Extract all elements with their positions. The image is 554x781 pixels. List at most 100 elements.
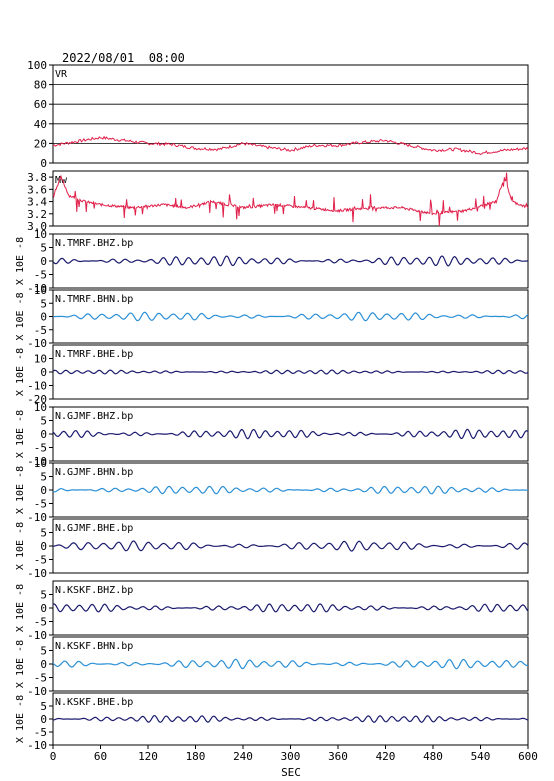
y-tick-label: 0	[40, 311, 47, 324]
y-tick-label: 3.4	[27, 196, 47, 209]
y-tick-label: -10	[27, 629, 47, 642]
y-tick-label: 3.2	[27, 208, 47, 221]
trace-n-gjmf-bhn-bp	[52, 485, 529, 495]
y-axis-label: X 10E -8	[15, 348, 26, 396]
y-tick-label: -10	[27, 511, 47, 524]
panel-title: Mw	[55, 175, 68, 186]
x-axis-label: SEC	[281, 766, 301, 779]
x-tick-label: 420	[376, 750, 396, 763]
trace-mw	[52, 172, 529, 227]
y-tick-label: -5	[34, 324, 47, 337]
y-tick-label: -5	[34, 498, 47, 511]
y-tick-label: 5	[40, 645, 47, 658]
panel-title: N.TMRF.BHN.bp	[55, 294, 133, 305]
y-tick-label: 0	[40, 484, 47, 497]
y-tick-label: 3.0	[27, 220, 47, 233]
y-tick-label: 10	[34, 353, 47, 366]
x-tick-label: 300	[281, 750, 301, 763]
y-tick-label: -5	[34, 442, 47, 455]
panel-title: N.KSKF.BHZ.bp	[55, 585, 133, 596]
y-tick-label: -10	[27, 455, 47, 468]
y-tick-label: 20	[34, 137, 47, 150]
y-tick-label: 5	[40, 471, 47, 484]
trace-n-tmrf-bhe-bp	[52, 369, 529, 375]
y-tick-label: 3.8	[27, 171, 47, 184]
y-tick-label: 0	[40, 428, 47, 441]
x-axis: 0 60 120 180 240 300 360 420 480 540 600	[50, 745, 538, 763]
panel-vr: 0 20 40 60 80 100 VR	[27, 59, 529, 170]
trace-n-tmrf-bhn-bp	[52, 311, 529, 322]
y-axis-label: X 10E -8	[15, 522, 26, 570]
panel-title: N.GJMF.BHZ.bp	[55, 411, 133, 422]
trace-n-kskf-bhz-bp	[52, 603, 529, 613]
y-tick-label: -10	[27, 380, 47, 393]
y-axis-label: X 10E -8	[15, 695, 26, 743]
y-axis-label: X 10E -8	[15, 640, 26, 688]
y-tick-label: 10	[34, 401, 47, 414]
y-tick-label: 10	[34, 457, 47, 470]
y-tick-label: 0	[40, 255, 47, 268]
x-tick-label: 120	[138, 750, 158, 763]
y-tick-label: -5	[34, 672, 47, 685]
y-tick-label: 5	[40, 700, 47, 713]
y-tick-label: -20	[27, 393, 47, 406]
trace-n-kskf-bhn-bp	[52, 658, 529, 670]
y-tick-label: 60	[34, 98, 47, 111]
y-tick-label: -5	[34, 554, 47, 567]
panel-n-kskf-bhz-bp: -10-505 X 10E -8 N.KSKF.BHZ.bp	[15, 580, 529, 642]
panel-title: VR	[55, 69, 68, 80]
panel-title: N.GJMF.BHN.bp	[55, 467, 133, 478]
y-tick-label: 5	[40, 297, 47, 310]
trace-n-gjmf-bhe-bp	[52, 540, 529, 552]
y-tick-label: 5	[40, 415, 47, 428]
y-tick-label: -10	[27, 282, 47, 295]
y-tick-label: 0	[40, 540, 47, 553]
panel-title: N.KSKF.BHN.bp	[55, 641, 133, 652]
panel-mw: 3.03.23.43.63.8 Mw	[27, 170, 529, 233]
y-tick-label: 0	[40, 602, 47, 615]
y-tick-label: 5	[40, 589, 47, 602]
y-axis-label: X 10E -8	[15, 410, 26, 458]
y-tick-label: 10	[34, 228, 47, 241]
y-axis-label: X 10E -8	[15, 466, 26, 514]
x-tick-label: 600	[518, 750, 538, 763]
y-tick-label: 0	[40, 713, 47, 726]
x-tick-label: 0	[50, 750, 57, 763]
y-tick-label: 3.6	[27, 183, 47, 196]
trace-n-tmrf-bhz-bp	[52, 255, 528, 267]
y-tick-label: -5	[34, 269, 47, 282]
y-tick-label: 0	[40, 366, 47, 379]
y-tick-label: 0	[40, 157, 47, 170]
trace-n-kskf-bhe-bp	[52, 714, 529, 723]
y-tick-label: 10	[34, 284, 47, 297]
y-tick-label: -10	[27, 739, 47, 752]
x-tick-label: 540	[471, 750, 491, 763]
y-tick-label: -5	[34, 616, 47, 629]
y-tick-label: -5	[34, 726, 47, 739]
panel-n-kskf-bhn-bp: -10-505 X 10E -8 N.KSKF.BHN.bp	[15, 636, 529, 698]
x-tick-label: 480	[423, 750, 443, 763]
x-tick-label: 180	[186, 750, 206, 763]
x-tick-label: 60	[94, 750, 107, 763]
y-axis-label: X 10E -8	[15, 292, 26, 340]
y-tick-label: -10	[27, 567, 47, 580]
trace-vr	[52, 135, 529, 156]
x-tick-label: 240	[233, 750, 253, 763]
y-tick-label: 40	[34, 118, 47, 131]
panel-frame	[52, 170, 529, 227]
panel-title: N.KSKF.BHE.bp	[55, 697, 133, 708]
panel-n-gjmf-bhe-bp: -10-505 X 10E -8 N.GJMF.BHE.bp	[15, 518, 529, 580]
y-tick-label: 100	[27, 59, 47, 72]
panel-title: N.GJMF.BHE.bp	[55, 523, 133, 534]
figure-timestamp: 2022/08/01 08:00	[62, 51, 185, 65]
y-tick-label: 5	[40, 242, 47, 255]
y-tick-label: -10	[27, 337, 47, 350]
panel-title: N.TMRF.BHE.bp	[55, 349, 133, 360]
